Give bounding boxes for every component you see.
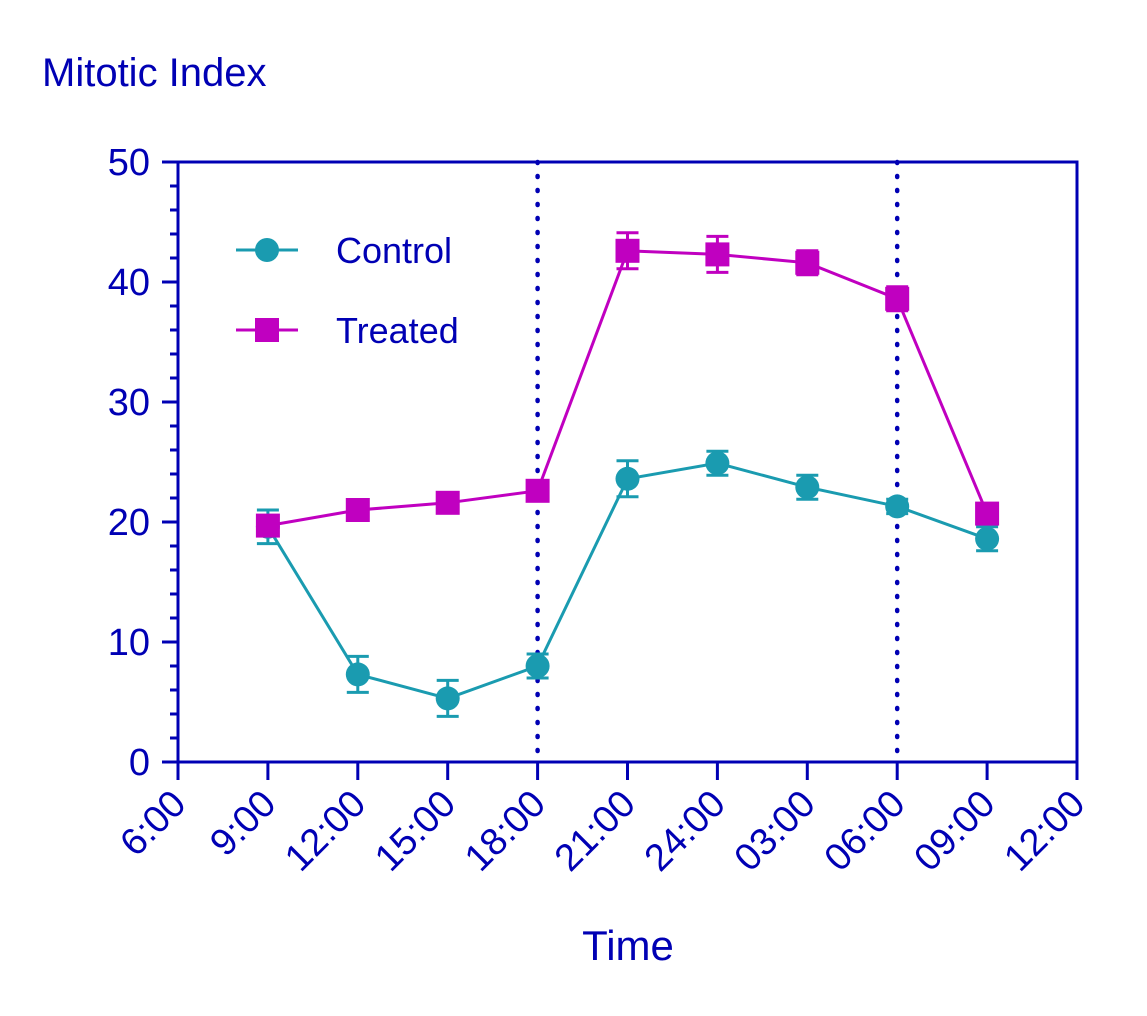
data-point xyxy=(975,501,1000,526)
data-point xyxy=(435,686,460,711)
data-point xyxy=(435,490,460,515)
legend-marker xyxy=(255,238,279,262)
y-tick-label: 40 xyxy=(108,262,150,304)
data-point xyxy=(705,451,730,476)
data-point xyxy=(615,238,640,263)
y-tick-label: 0 xyxy=(129,742,150,784)
data-point xyxy=(525,478,550,503)
data-point xyxy=(525,654,550,678)
data-point xyxy=(705,242,730,267)
x-axis-title: Time xyxy=(582,922,674,969)
legend-label: Control xyxy=(336,230,452,271)
legend-label: Treated xyxy=(336,310,459,351)
x-tick-label: 24:00 xyxy=(637,783,734,880)
x-tick-label: 12:00 xyxy=(996,783,1093,880)
data-point xyxy=(345,662,370,687)
x-tick-label: 9:00 xyxy=(202,783,284,865)
x-tick-label: 09:00 xyxy=(907,783,1004,880)
legend-marker xyxy=(255,318,279,342)
data-point xyxy=(795,250,820,275)
chart-title: Mitotic Index xyxy=(42,51,267,95)
data-point xyxy=(615,466,640,491)
x-tick-label: 18:00 xyxy=(457,783,554,880)
data-point xyxy=(885,494,910,519)
data-point xyxy=(255,513,280,538)
y-tick-label: 10 xyxy=(108,622,150,664)
data-point xyxy=(885,286,910,311)
y-tick-label: 20 xyxy=(108,502,150,544)
data-point xyxy=(345,498,370,522)
x-tick-label: 03:00 xyxy=(727,783,824,880)
x-tick-label: 12:00 xyxy=(277,783,374,880)
data-point xyxy=(795,475,820,500)
x-tick-label: 6:00 xyxy=(112,783,194,865)
x-tick-label: 21:00 xyxy=(547,783,644,880)
data-point xyxy=(975,526,1000,551)
y-tick-label: 50 xyxy=(108,142,150,184)
series-control xyxy=(255,449,1000,718)
legend: Control Treated xyxy=(236,230,459,351)
x-tick-label: 15:00 xyxy=(367,783,464,880)
x-tick-label: 06:00 xyxy=(817,783,914,880)
series-line xyxy=(266,461,988,700)
y-tick-label: 30 xyxy=(108,382,150,424)
series-treated xyxy=(255,231,1000,538)
